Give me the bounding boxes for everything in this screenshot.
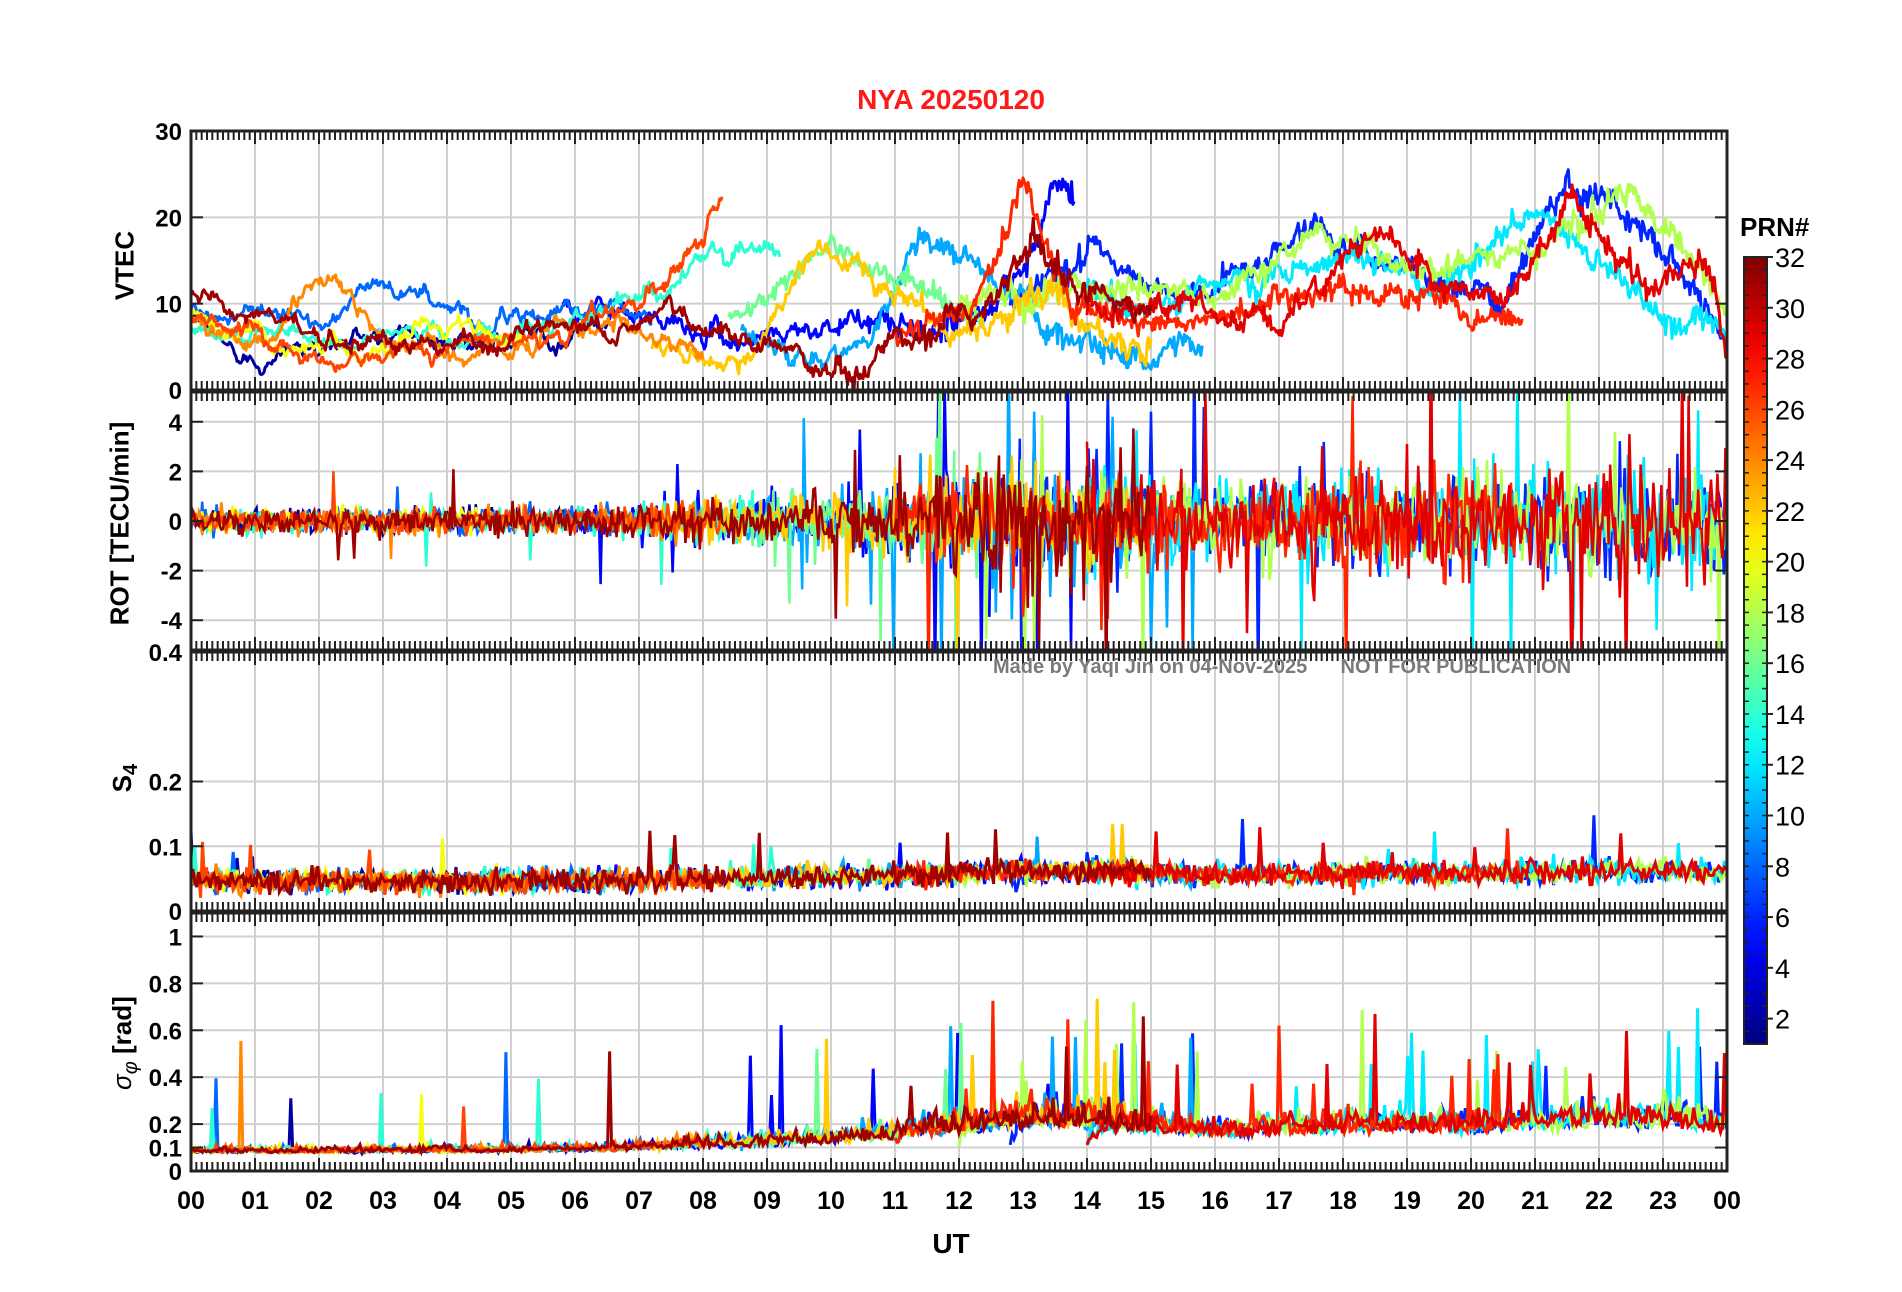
x-tick-label: 07 — [625, 1187, 653, 1215]
rot-ytick-label: 2 — [169, 459, 182, 486]
s4-axis-label: S4 — [107, 713, 143, 843]
colorbar-tick-label: 2 — [1775, 1005, 1790, 1035]
s4-label-main: S — [106, 774, 137, 793]
x-tick-label: 10 — [817, 1187, 845, 1215]
vtec-series-prn-10 — [739, 226, 1204, 373]
colorbar-tick-label: 4 — [1775, 954, 1790, 984]
x-tick-label: 02 — [305, 1187, 333, 1215]
vtec-series-prn-29 — [1085, 183, 1727, 359]
x-tick-label: 00 — [177, 1187, 205, 1215]
colorbar-tick-label: 22 — [1775, 497, 1805, 527]
x-tick-label: 03 — [369, 1187, 397, 1215]
x-tick-label: 16 — [1201, 1187, 1229, 1215]
sigma-phi-axis-label: σφ [rad] — [107, 958, 143, 1128]
sigma-phi-series-prn-31 — [191, 1016, 1153, 1157]
sigma-label-unit: [rad] — [106, 996, 137, 1062]
s4-label-sub: 4 — [120, 763, 143, 775]
x-tick-label: 00 — [1713, 1187, 1741, 1215]
colorbar-tick-label: 12 — [1775, 751, 1805, 781]
sigma_phi-ytick-label: 0.4 — [149, 1065, 183, 1092]
colorbar-tick-label: 26 — [1775, 395, 1805, 425]
vtec-series-prn-2 — [191, 310, 609, 377]
vtec-series-prn-14 — [191, 239, 782, 359]
x-tick-label: 21 — [1521, 1187, 1549, 1215]
x-tick-label: 15 — [1137, 1187, 1165, 1215]
colorbar-tick-label: 20 — [1775, 548, 1805, 578]
x-axis-label: UT — [932, 1228, 970, 1259]
s4-series-prn-31 — [191, 829, 1153, 898]
vtec-ytick-label: 20 — [155, 205, 182, 232]
sigma-label-sub: φ — [120, 1061, 143, 1075]
sigma_phi-series-group — [191, 998, 1727, 1157]
sigma_phi-ytick-label: 0 — [169, 1159, 182, 1186]
colorbar-tick-label: 32 — [1775, 243, 1805, 273]
sigma_phi-ytick-label: 1 — [169, 924, 182, 951]
colorbar-title: PRN# — [1740, 212, 1810, 242]
colorbar-tick-label: 14 — [1775, 700, 1805, 730]
vtec-ytick-label: 30 — [155, 119, 182, 146]
rot-ytick-label: -4 — [161, 608, 183, 635]
rot-series-prn-29 — [1085, 392, 1727, 650]
vtec-series-prn-18 — [957, 182, 1727, 325]
vtec-axis-label: VTEC — [109, 230, 140, 301]
colorbar-tick-label: 8 — [1775, 852, 1790, 882]
x-tick-label: 19 — [1393, 1187, 1421, 1215]
sigma_phi-panel: 00.10.2 0.4 0.6 0.8 1 — [149, 911, 1729, 1186]
sigma-label-main: σ — [106, 1074, 137, 1090]
s4-panel: 0 0.1 0.2 0.4 — [149, 640, 1729, 926]
sigma_phi-ytick-label: 0.8 — [149, 971, 182, 998]
x-tick-label: 01 — [241, 1187, 269, 1215]
colorbar-tick-label: 24 — [1775, 446, 1805, 476]
colorbar-tick-label: 6 — [1775, 903, 1790, 933]
vtec-series-group — [191, 168, 1727, 390]
rot-axis-label: ROT [TECU/min] — [104, 421, 135, 626]
vtec-series-prn-8 — [191, 278, 653, 336]
colorbar-tick-label: 10 — [1775, 802, 1805, 832]
s4-series-group — [191, 815, 1727, 900]
s4-ytick-label: 0.4 — [149, 640, 183, 667]
x-tick-label: 11 — [882, 1187, 909, 1215]
vtec-series-prn-27 — [893, 176, 1524, 348]
s4-ytick-label: 0.2 — [149, 770, 182, 797]
x-tick-label: 18 — [1329, 1187, 1357, 1215]
vtec-ytick-label: 0 — [169, 378, 182, 405]
colorbar-tick-label: 30 — [1775, 294, 1805, 324]
colorbar-tick-label: 28 — [1775, 345, 1805, 375]
x-tick-label: 22 — [1585, 1187, 1613, 1215]
x-tick-label: 04 — [433, 1187, 461, 1215]
credit-watermark: Made by Yaqi Jin on 04-Nov-2025 NOT FOR … — [993, 656, 1572, 678]
x-tick-label: 12 — [945, 1187, 973, 1215]
s4-ytick-label: 0 — [169, 899, 182, 926]
x-tick-label: 08 — [689, 1187, 717, 1215]
chart-title: NYA 20250120 — [857, 84, 1045, 115]
x-tick-label: 17 — [1265, 1187, 1293, 1215]
x-tick-label: 13 — [1009, 1187, 1037, 1215]
sigma_phi-ytick-label: 0.2 — [149, 1112, 182, 1139]
x-tick-label: 14 — [1073, 1187, 1101, 1215]
vtec-series-prn-22 — [650, 239, 1153, 376]
vtec-series-prn-31 — [191, 216, 1153, 390]
x-tick-label: 09 — [753, 1187, 781, 1215]
rot-panel: -4 -2 0 2 4 — [161, 390, 1729, 652]
x-tick-label: 23 — [1649, 1187, 1677, 1215]
s4-series-prn-29 — [1085, 827, 1727, 890]
vtec-panel: 0 10 20 30 — [155, 119, 1729, 405]
rot-ytick-label: -2 — [161, 559, 182, 586]
rot-ytick-label: 0 — [169, 509, 182, 536]
s4-ytick-label: 0.1 — [149, 834, 182, 861]
colorbar-tick-label: 18 — [1775, 598, 1805, 628]
x-tick-label: 05 — [497, 1187, 525, 1215]
vtec-ytick-label: 10 — [155, 292, 182, 319]
sigma-phi-series-prn-29 — [1085, 1013, 1727, 1146]
x-tick-label: 20 — [1457, 1187, 1485, 1215]
sigma_phi-ytick-label: 0.1 — [149, 1136, 182, 1163]
rot-series-group — [191, 392, 1727, 650]
rot-ytick-label: 4 — [169, 410, 183, 437]
sigma_phi-ytick-label: 0.6 — [149, 1018, 182, 1045]
colorbar-tick-label: 16 — [1775, 649, 1805, 679]
rot-series-prn-31 — [191, 428, 1151, 650]
x-tick-label: 06 — [561, 1187, 589, 1215]
